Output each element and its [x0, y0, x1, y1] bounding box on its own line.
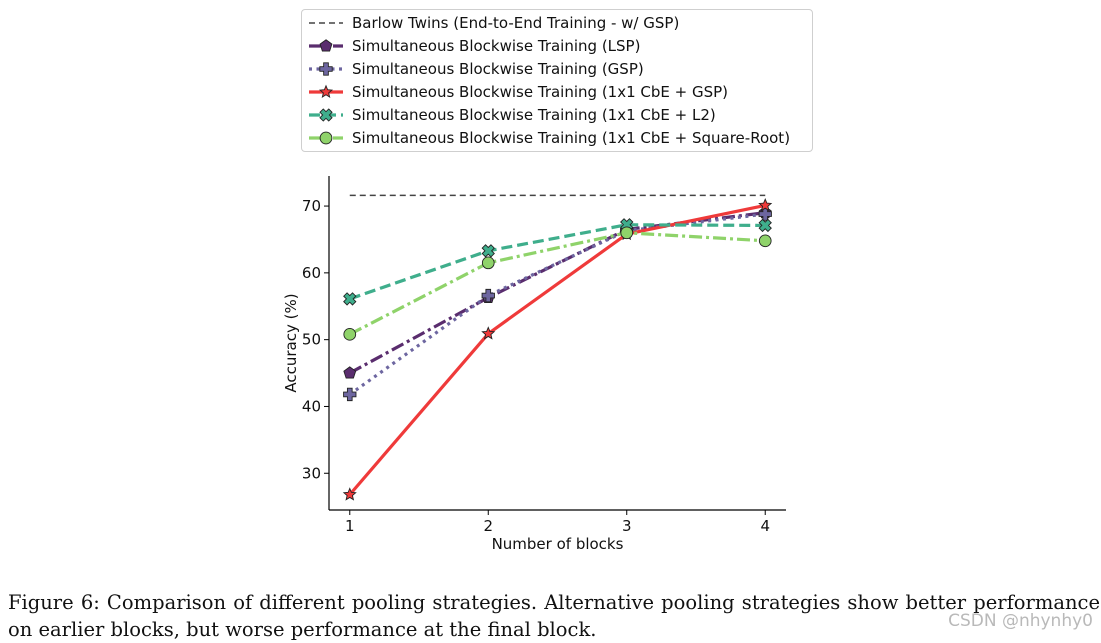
legend-item: Simultaneous Blockwise Training (LSP): [308, 35, 640, 57]
y-tick-label: 60: [302, 264, 321, 282]
series-5: [343, 218, 772, 306]
data-point: [343, 327, 357, 341]
legend-label: Barlow Twins (End-to-End Training - w/ G…: [352, 14, 680, 32]
data-point: [343, 387, 357, 402]
x-tick-label: 1: [345, 517, 355, 535]
series-2: [343, 205, 772, 379]
legend-marker: [318, 84, 334, 98]
data-point: [481, 256, 495, 270]
watermark: CSDN @nhynhy0: [948, 611, 1093, 631]
series-4: [342, 198, 773, 501]
data-point: [620, 226, 634, 240]
data-point: [481, 288, 495, 303]
data-point: [342, 487, 357, 501]
series-layer: [342, 194, 773, 501]
figure-caption: Figure 6: Comparison of different poolin…: [8, 591, 1100, 641]
legend-item: Simultaneous Blockwise Training (GSP): [308, 58, 644, 80]
y-tick-label: 40: [302, 397, 321, 415]
series-line: [349, 223, 766, 301]
data-point: [758, 198, 773, 212]
legend: Barlow Twins (End-to-End Training - w/ G…: [301, 9, 813, 152]
data-point: [481, 326, 496, 340]
data-point: [758, 218, 772, 233]
legend-swatch: [309, 131, 343, 145]
x-tick-label: 2: [483, 517, 493, 535]
axes: 1 2 3 4 30 40 50 60 70 Number of blocks Accuracy (…: [282, 176, 786, 553]
legend-label: Simultaneous Blockwise Training (1x1 CbE…: [352, 129, 791, 147]
legend-label: Simultaneous Blockwise Training (1x1 CbE…: [352, 83, 729, 101]
legend-marker: [319, 131, 333, 145]
y-tick-label: 50: [302, 331, 321, 349]
legend-item: Simultaneous Blockwise Training (1x1 CbE…: [308, 104, 716, 126]
series-6: [343, 226, 772, 341]
legend-label: Simultaneous Blockwise Training (LSP): [352, 37, 641, 55]
data-point: [758, 234, 772, 248]
legend-label: Simultaneous Blockwise Training (1x1 CbE…: [352, 106, 716, 124]
legend-marker: [319, 108, 333, 122]
series-line: [349, 231, 766, 336]
legend-swatch: [309, 39, 343, 52]
legend-swatch: [309, 22, 343, 24]
x-axis-label: Number of blocks: [492, 535, 624, 553]
y-axis-label: Accuracy (%): [282, 293, 300, 392]
series-line: [348, 212, 766, 396]
data-point: [481, 244, 495, 258]
x-tick-label: 3: [622, 517, 632, 535]
y-tick-label: 70: [302, 197, 321, 215]
legend-marker: [319, 39, 333, 52]
x-tick-label: 4: [760, 517, 770, 535]
series-line: [349, 211, 766, 375]
legend-swatch: [309, 84, 343, 98]
legend-swatch: [309, 62, 343, 76]
legend-marker: [319, 62, 333, 76]
legend-item: Barlow Twins (End-to-End Training - w/ G…: [308, 12, 679, 34]
legend-item: Simultaneous Blockwise Training (1x1 CbE…: [308, 81, 728, 103]
legend-item: Simultaneous Blockwise Training (1x1 CbE…: [308, 127, 790, 149]
legend-label: Simultaneous Blockwise Training (GSP): [352, 60, 644, 78]
legend-swatch: [309, 108, 343, 122]
data-point: [343, 292, 357, 306]
series-line: [348, 203, 766, 496]
data-point: [343, 366, 357, 379]
y-tick-label: 30: [302, 464, 321, 482]
